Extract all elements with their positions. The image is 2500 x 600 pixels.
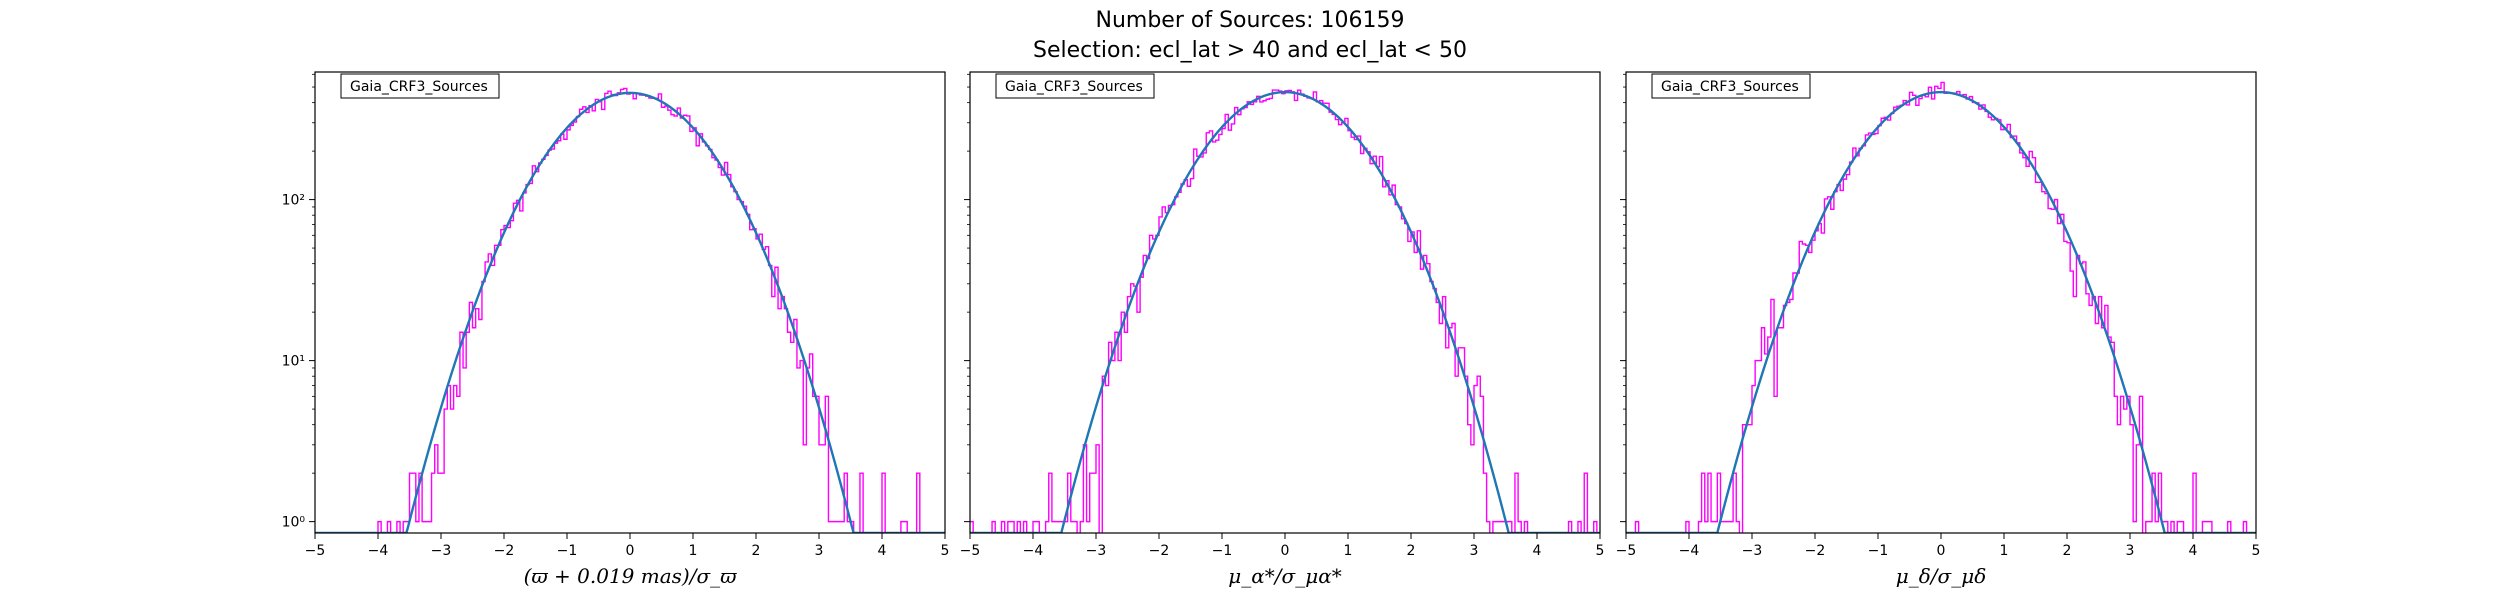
y-tick-label: 10¹ [282, 354, 305, 370]
legend-entry: Gaia_CRF3_Sources [1005, 79, 1143, 95]
x-tick-label: 3 [2126, 543, 2135, 559]
x-tick-label: −3 [431, 543, 452, 559]
x-tick-label: −2 [494, 543, 515, 559]
x-tick-label: 2 [1407, 543, 1416, 559]
x-tick-label: −3 [1742, 543, 1763, 559]
x-tick-label: 4 [1533, 543, 1542, 559]
legend-entry: Gaia_CRF3_Sources [350, 79, 488, 95]
legend-box [995, 73, 1155, 99]
x-tick-label: 1 [1344, 543, 1353, 559]
gaussian-fit-line [315, 91, 945, 533]
plot-area [1626, 81, 2256, 533]
x-tick-label: −1 [1212, 543, 1233, 559]
x-tick-label: −2 [1805, 543, 1826, 559]
x-axis-label: μ_α*/σ_μα* [1228, 564, 1341, 588]
x-tick-label: −4 [368, 543, 389, 559]
x-tick-label: −5 [305, 543, 326, 559]
figure-title: Number of Sources: 106159 Selection: ecl… [0, 6, 2500, 66]
x-tick-label: 4 [2189, 543, 2198, 559]
axes-frame [1625, 71, 2257, 534]
gaussian-fit-line [1626, 90, 2256, 533]
gaussian-fit-line [970, 90, 1600, 533]
chart-panel-2: −5 −4 −3 −2 −1 0 1 2 3 4 5 μ_α*/σ_μα* Gaia_CRF3_Sour… [960, 71, 1605, 588]
legend-box [340, 73, 500, 99]
plot-area [970, 89, 1600, 533]
y-tick-label: 10⁰ [282, 515, 306, 531]
x-axis-label: (ϖ + 0.019 mas)/σ_ϖ [524, 564, 738, 588]
x-tick-label: −5 [960, 543, 981, 559]
x-tick-label: −2 [1149, 543, 1170, 559]
axes-frame [969, 71, 1601, 534]
x-tick-label: −3 [1086, 543, 1107, 559]
x-tick-label: 2 [752, 543, 761, 559]
legend-box [1651, 73, 1811, 99]
x-tick-label: 4 [878, 543, 887, 559]
x-tick-label: −4 [1023, 543, 1044, 559]
histogram-series [377, 87, 921, 533]
x-tick-label: −1 [1868, 543, 1889, 559]
plot-area [315, 87, 945, 533]
histogram-series [1634, 81, 2248, 533]
x-tick-label: 1 [689, 543, 698, 559]
x-tick-label: −1 [557, 543, 578, 559]
x-tick-label: 2 [2063, 543, 2072, 559]
axes-frame [314, 71, 946, 534]
x-tick-label: 5 [1596, 543, 1605, 559]
x-tick-label: 3 [815, 543, 824, 559]
y-tick-label: 10² [282, 193, 305, 209]
x-tick-label: −5 [1616, 543, 1637, 559]
chart-panel-1: −5 −4 −3 −2 −1 0 1 2 3 4 5 10⁰ 10¹ 10² (ϖ + 0.019 mas)… [282, 71, 950, 588]
histogram-series [970, 89, 1598, 533]
x-tick-label: 0 [1937, 543, 1946, 559]
figure-title-line1: Number of Sources: 106159 [1095, 8, 1405, 33]
legend-entry: Gaia_CRF3_Sources [1661, 79, 1799, 95]
x-tick-label: 5 [941, 543, 950, 559]
figure-title-line2: Selection: ecl_lat > 40 and ecl_lat < 50 [1033, 38, 1467, 63]
x-tick-label: 3 [1470, 543, 1479, 559]
x-tick-label: 1 [2000, 543, 2009, 559]
x-tick-label: −4 [1679, 543, 1700, 559]
chart-panel-3: −5 −4 −3 −2 −1 0 1 2 3 4 5 μ_δ/σ_μδ Gaia_CRF3_Source… [1616, 71, 2261, 588]
x-tick-label: 0 [1281, 543, 1290, 559]
x-tick-label: 5 [2252, 543, 2261, 559]
x-tick-label: 0 [626, 543, 635, 559]
x-axis-label: μ_δ/σ_μδ [1896, 564, 1986, 588]
